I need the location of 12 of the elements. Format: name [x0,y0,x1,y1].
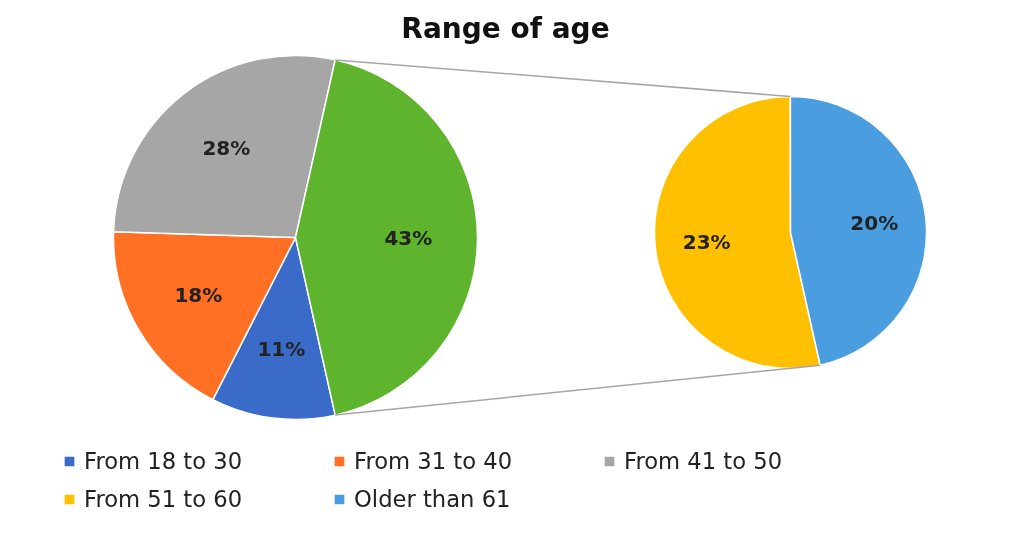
legend-label: From 41 to 50 [624,447,784,476]
data-label: 43% [384,225,433,250]
legend-label: Older than 61 [354,485,512,514]
data-label: 28% [202,136,251,161]
data-label: 20% [850,211,899,236]
legend-label: From 31 to 40 [354,447,514,476]
data-label: 23% [682,229,731,254]
chart-title: Range of age [401,12,610,45]
data-label: 18% [174,282,223,307]
data-label: 11% [257,337,306,362]
legend-label: From 18 to 30 [84,447,244,476]
legend-label: From 51 to 60 [84,485,244,514]
